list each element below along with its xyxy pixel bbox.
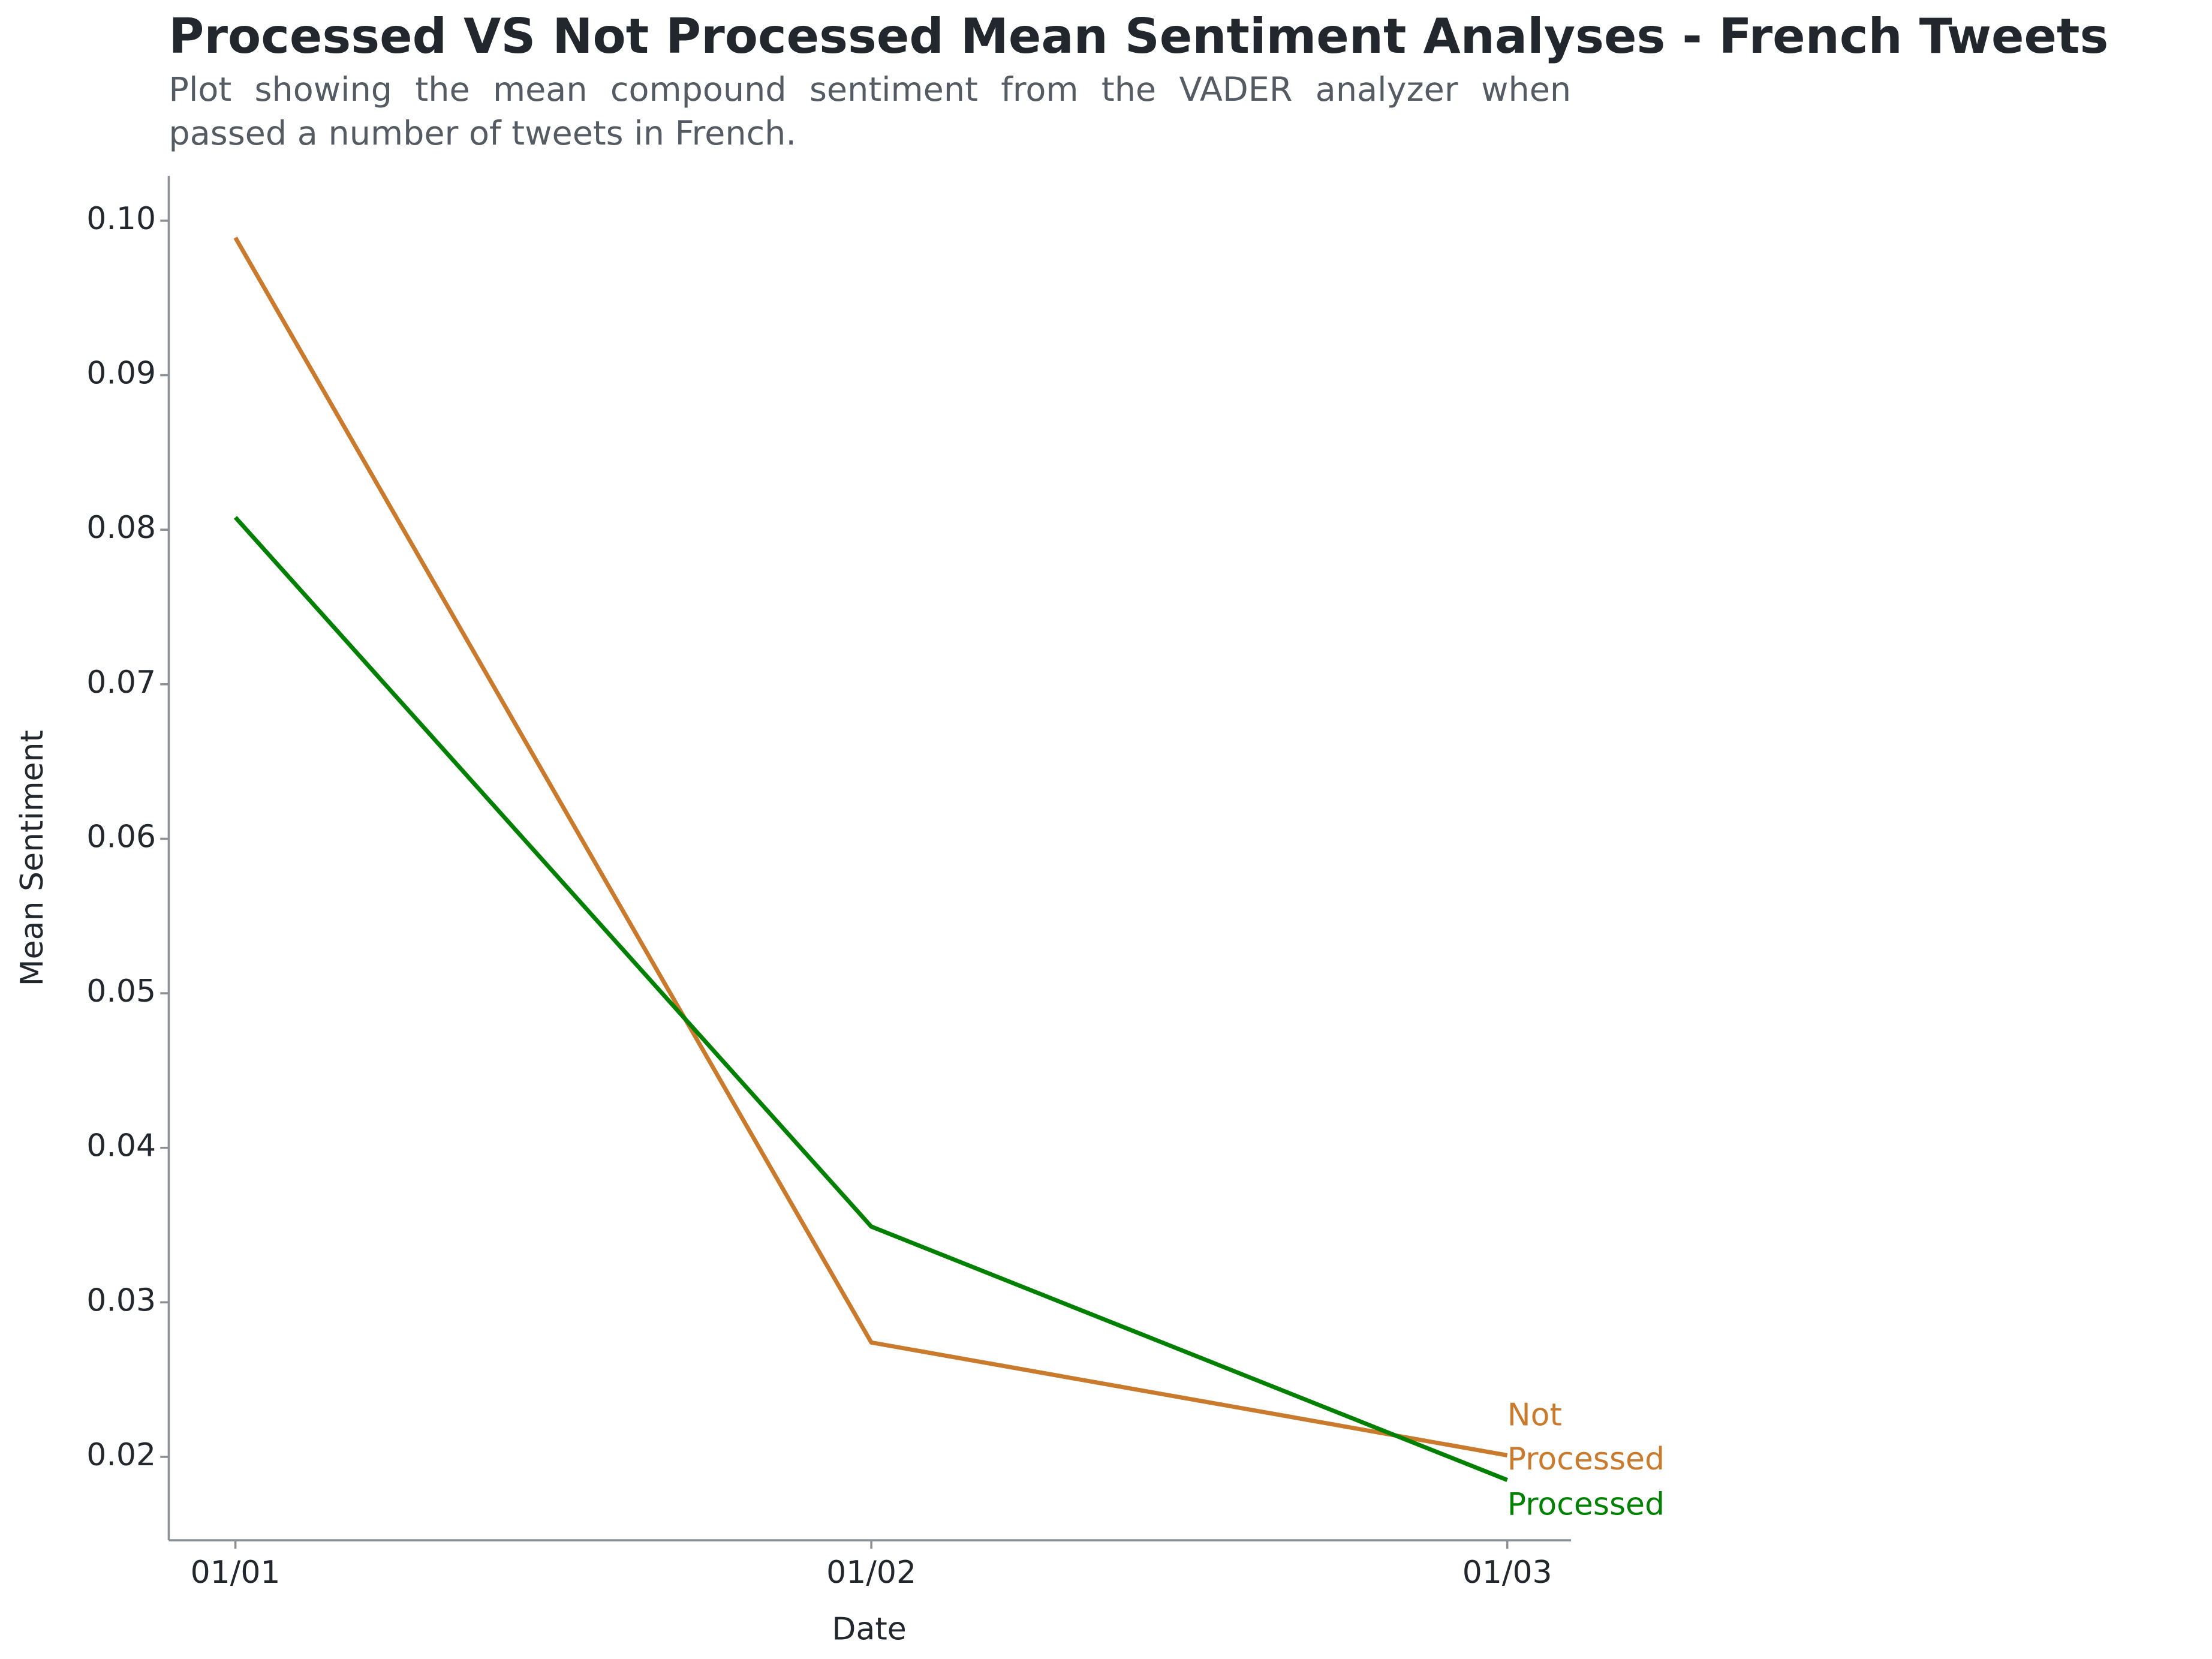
y-tick-label: 0.02 (86, 1437, 156, 1473)
y-tick-label: 0.07 (86, 665, 156, 701)
x-tick-label: 01/03 (1462, 1555, 1552, 1591)
series-label-box: Processed (1507, 1487, 1665, 1523)
series-label: Processed (1507, 1487, 1665, 1523)
x-tick-label: 01/01 (191, 1555, 281, 1591)
series-line (233, 516, 1509, 1482)
subtitle-box: Plot showing the mean compound sentiment… (168, 69, 1572, 154)
y-tick-label: 0.06 (86, 819, 156, 855)
x-axis-label: Date (832, 1611, 906, 1647)
x-tick-label: 01/02 (826, 1555, 916, 1591)
series-label: Not Processed (1507, 1398, 1665, 1478)
chart-subtitle: Plot showing the mean compound sentiment… (168, 69, 1572, 154)
y-tick-label: 0.03 (86, 1282, 156, 1318)
y-tick-label: 0.08 (86, 510, 156, 546)
y-tick-label: 0.10 (86, 201, 156, 237)
chart-title: Processed VS Not Processed Mean Sentimen… (168, 8, 2108, 64)
y-axis-label: Mean Sentiment (14, 730, 50, 986)
y-tick-label: 0.05 (86, 973, 156, 1009)
y-tick-label: 0.04 (86, 1128, 156, 1164)
series-line (233, 236, 1508, 1457)
series-label-box: Not Processed (1507, 1398, 1665, 1478)
y-tick-label: 0.09 (86, 356, 156, 392)
